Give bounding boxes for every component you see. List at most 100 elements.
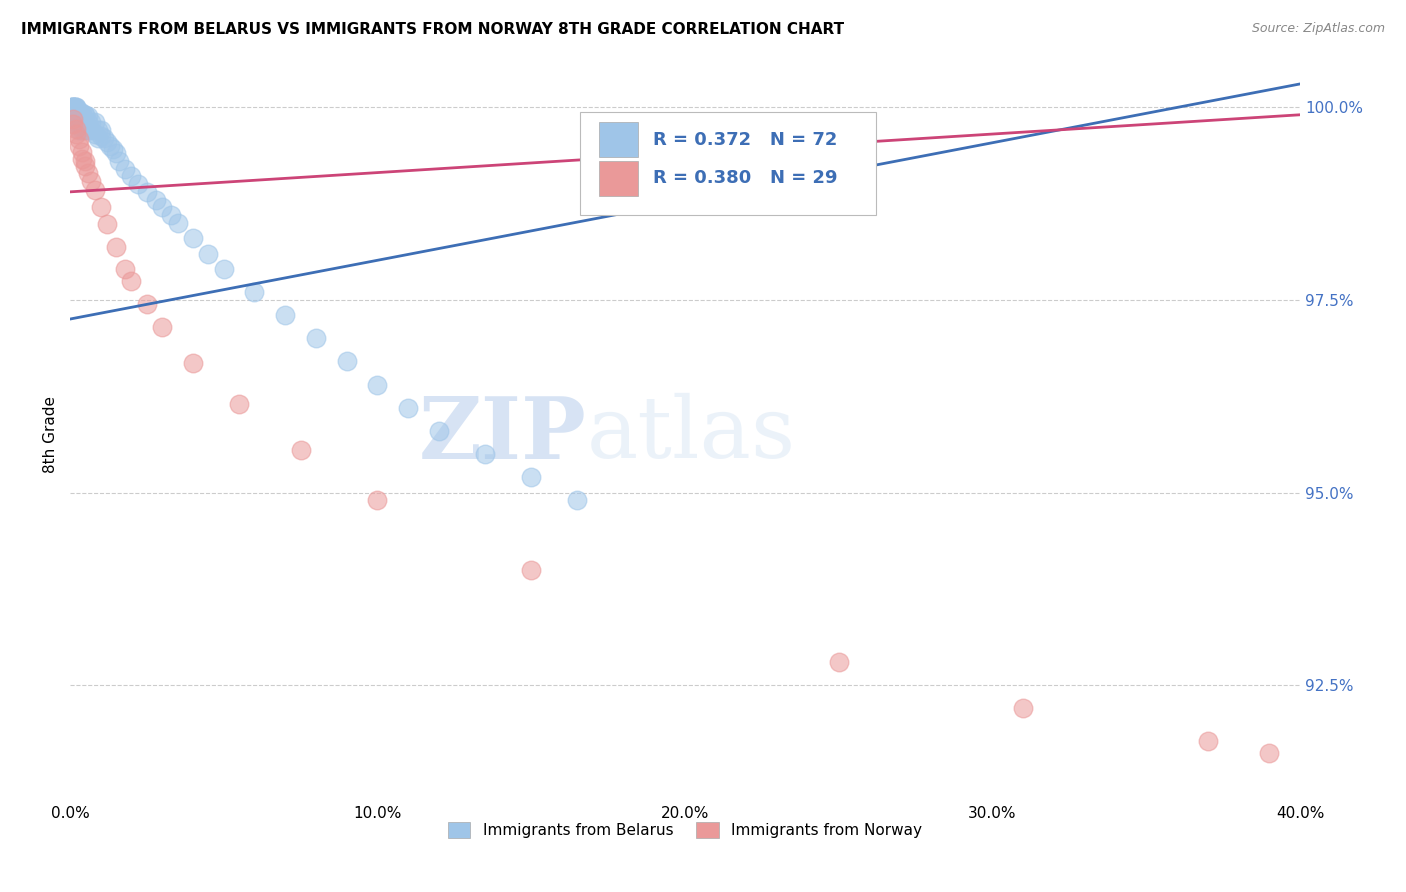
- Point: [75, 115, 97, 129]
- Point: [108, 154, 131, 169]
- Point: [80, 123, 103, 137]
- Point: [60, 100, 83, 114]
- Point: [1012, 701, 1035, 715]
- Point: [305, 331, 328, 345]
- Point: [62, 100, 84, 114]
- Point: [474, 447, 496, 461]
- Point: [290, 443, 312, 458]
- Point: [396, 401, 419, 415]
- Point: [197, 246, 219, 260]
- Text: R = 0.372   N = 72: R = 0.372 N = 72: [652, 130, 838, 149]
- Point: [77, 123, 100, 137]
- Point: [83, 115, 105, 129]
- Text: ZIP: ZIP: [419, 392, 586, 476]
- Point: [160, 208, 183, 222]
- Point: [62, 103, 84, 118]
- Point: [1258, 746, 1281, 760]
- Point: [75, 108, 97, 122]
- Point: [96, 135, 118, 149]
- Point: [63, 100, 86, 114]
- Point: [83, 183, 105, 197]
- Point: [120, 169, 142, 184]
- Point: [114, 161, 136, 176]
- Point: [274, 308, 297, 322]
- Point: [62, 100, 84, 114]
- Point: [67, 138, 90, 153]
- Point: [520, 470, 543, 484]
- Point: [62, 117, 84, 131]
- Point: [75, 114, 97, 128]
- Point: [228, 397, 250, 411]
- Text: R = 0.380   N = 29: R = 0.380 N = 29: [652, 169, 838, 187]
- Point: [67, 132, 90, 146]
- Point: [70, 115, 93, 129]
- Point: [145, 193, 167, 207]
- FancyBboxPatch shape: [581, 112, 876, 215]
- Point: [75, 154, 97, 169]
- Point: [101, 143, 124, 157]
- Point: [366, 377, 388, 392]
- Point: [181, 356, 204, 370]
- Point: [62, 102, 84, 116]
- Point: [70, 145, 93, 159]
- Point: [86, 131, 108, 145]
- Point: [1197, 733, 1219, 747]
- Point: [65, 127, 87, 141]
- Point: [75, 159, 97, 173]
- Point: [67, 103, 90, 118]
- Point: [120, 273, 142, 287]
- Legend: Immigrants from Belarus, Immigrants from Norway: Immigrants from Belarus, Immigrants from…: [441, 816, 928, 845]
- Point: [70, 123, 93, 137]
- Point: [80, 174, 103, 188]
- Point: [62, 100, 84, 114]
- Point: [62, 106, 84, 120]
- Point: [114, 262, 136, 277]
- Point: [83, 127, 105, 141]
- Point: [62, 100, 84, 114]
- Point: [77, 166, 100, 180]
- Point: [65, 100, 87, 114]
- Point: [96, 217, 118, 231]
- Point: [212, 262, 235, 277]
- Point: [80, 115, 103, 129]
- Bar: [599, 161, 638, 196]
- Point: [65, 108, 87, 122]
- Point: [65, 102, 87, 116]
- Point: [243, 285, 266, 299]
- Point: [90, 123, 112, 137]
- Point: [67, 123, 90, 137]
- Point: [90, 129, 112, 144]
- Point: [181, 231, 204, 245]
- Point: [75, 108, 97, 122]
- Point: [105, 146, 128, 161]
- Text: atlas: atlas: [586, 393, 796, 476]
- Point: [336, 354, 359, 368]
- Point: [70, 108, 93, 122]
- Point: [67, 109, 90, 123]
- Point: [520, 563, 543, 577]
- Text: IMMIGRANTS FROM BELARUS VS IMMIGRANTS FROM NORWAY 8TH GRADE CORRELATION CHART: IMMIGRANTS FROM BELARUS VS IMMIGRANTS FR…: [21, 22, 844, 37]
- Point: [135, 296, 157, 310]
- Point: [567, 493, 589, 508]
- Point: [62, 112, 84, 126]
- Y-axis label: 8th Grade: 8th Grade: [44, 396, 58, 473]
- Point: [70, 152, 93, 166]
- Point: [65, 108, 87, 122]
- Point: [93, 131, 115, 145]
- Text: Source: ZipAtlas.com: Source: ZipAtlas.com: [1251, 22, 1385, 36]
- Point: [86, 123, 108, 137]
- Point: [105, 240, 128, 254]
- Point: [65, 115, 87, 129]
- Point: [70, 112, 93, 126]
- Point: [75, 123, 97, 137]
- Point: [67, 120, 90, 134]
- Point: [67, 115, 90, 129]
- Point: [70, 106, 93, 120]
- Bar: [599, 122, 638, 157]
- Point: [150, 200, 173, 214]
- Point: [65, 100, 87, 114]
- Point: [67, 108, 90, 122]
- Point: [427, 424, 450, 438]
- Point: [127, 177, 149, 191]
- Point: [150, 319, 173, 334]
